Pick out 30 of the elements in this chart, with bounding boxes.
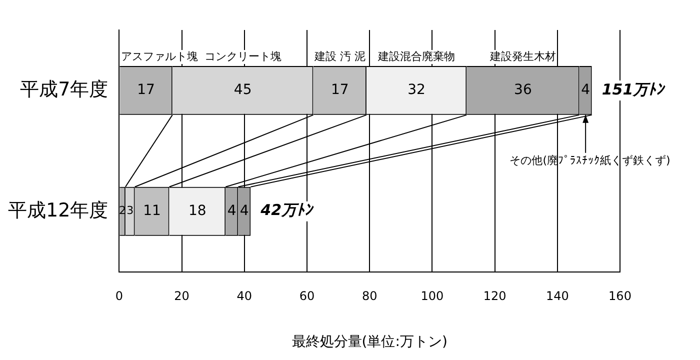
x-tick-label: 20 [174, 289, 190, 304]
x-tick-label: 120 [483, 289, 506, 304]
data-label: 4 [227, 202, 236, 219]
total-label: 42万ﾄﾝ [260, 201, 315, 220]
series-label: アスファルト塊 [121, 50, 198, 63]
data-label: 32 [408, 82, 426, 98]
data-label: 4 [581, 82, 590, 98]
data-label: 4 [240, 202, 249, 219]
x-tick-label: 0 [115, 289, 123, 304]
data-label: 45 [234, 82, 252, 98]
series-label: 建設発生木材 [488, 50, 556, 63]
y-tick-label: 平成7年度 [20, 78, 108, 100]
data-label: 36 [514, 82, 532, 98]
x-tick-label: 60 [299, 289, 315, 304]
data-label: 17 [137, 82, 155, 98]
series-label: 建設 汚 泥 [313, 50, 366, 63]
x-tick-label: 140 [546, 289, 569, 304]
series-label: コンクリート塊 [204, 50, 282, 63]
data-label: 11 [143, 202, 161, 219]
x-tick-label: 80 [362, 289, 378, 304]
x-tick-label: 40 [236, 289, 252, 304]
data-label: 18 [188, 202, 206, 219]
total-label: 151万ﾄﾝ [602, 80, 666, 98]
series-label: 建設混合廃棄物 [377, 50, 456, 63]
data-label: 17 [330, 82, 349, 98]
y-tick-label: 平成12年度 [8, 199, 108, 222]
data-label: 3 [126, 204, 134, 218]
x-tick-label: 100 [420, 289, 444, 304]
x-tick-label: 160 [608, 289, 632, 304]
x-axis-title: 最終処分量(単位:万トン) [292, 334, 448, 350]
